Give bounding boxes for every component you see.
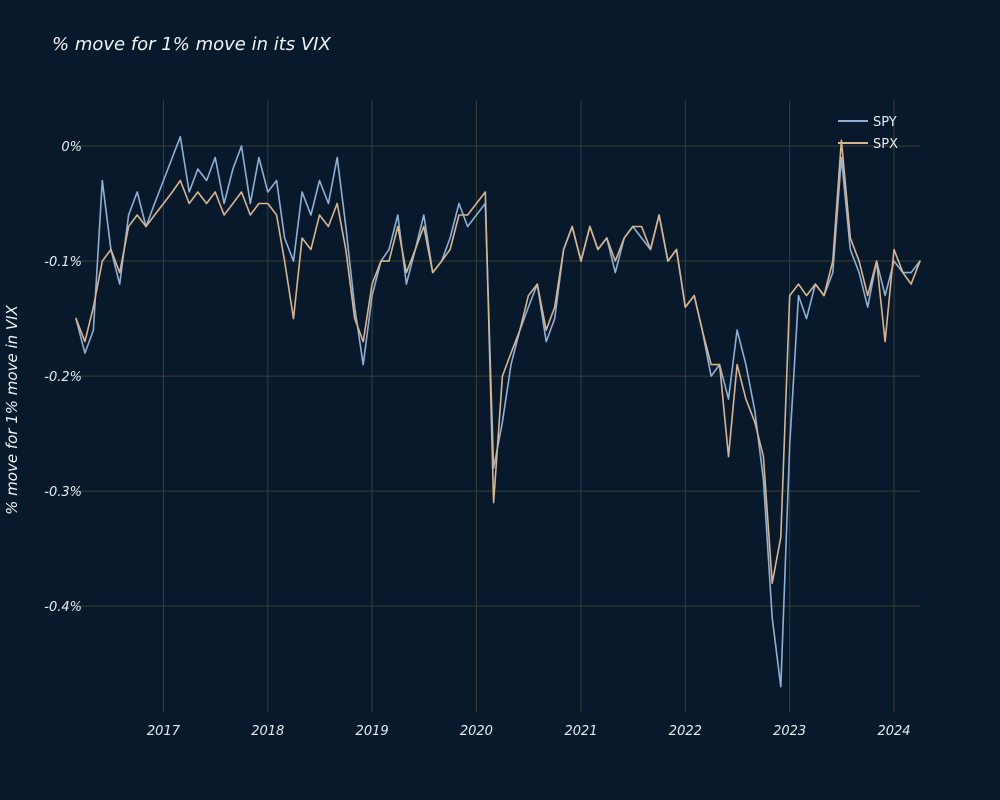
- x-tick-label: 2018: [251, 724, 284, 739]
- x-tick-label: 2022: [669, 724, 702, 739]
- legend-label-spx[interactable]: SPX: [873, 137, 898, 152]
- x-tick-label: 2023: [773, 724, 806, 739]
- tick-labels: 2017 2018 2019 2020 2021 2022 2023 2024 0% -0.1% -…: [44, 140, 910, 739]
- legend[interactable]: SPY SPX: [838, 115, 898, 152]
- x-tick-label: 2017: [147, 724, 181, 739]
- x-tick-label: 2019: [356, 724, 389, 739]
- chart-title: % move for 1% move in its VIX: [52, 34, 331, 55]
- y-tick-label: -0.1%: [44, 255, 82, 270]
- y-axis-label: % move for 1% move in VIX: [3, 304, 21, 514]
- series-lines: [75, 136, 921, 688]
- y-tick-label: -0.2%: [44, 370, 82, 385]
- y-tick-label: 0%: [61, 140, 82, 155]
- legend-label-spy[interactable]: SPY: [873, 115, 897, 130]
- series-line-spx: [75, 139, 921, 585]
- x-tick-label: 2024: [877, 724, 910, 739]
- y-tick-label: -0.3%: [44, 485, 82, 500]
- y-tick-label: -0.4%: [44, 600, 82, 615]
- x-tick-label: 2020: [460, 724, 493, 739]
- grid-lines: [76, 100, 920, 712]
- x-tick-label: 2021: [564, 724, 597, 739]
